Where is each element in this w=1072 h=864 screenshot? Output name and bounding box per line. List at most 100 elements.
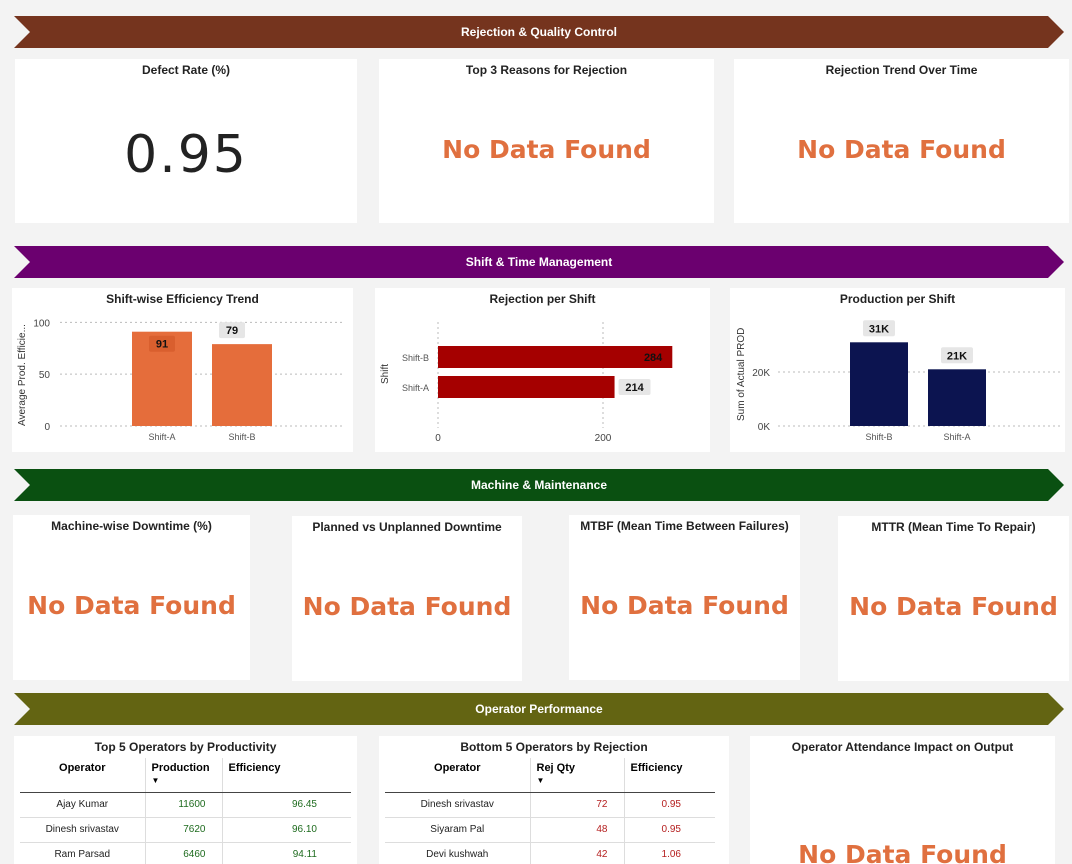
bar xyxy=(438,376,615,398)
efficiency-cell: 0.95 xyxy=(623,817,715,843)
operator-cell: Ram Parsad xyxy=(20,842,145,864)
table-row[interactable]: Dinesh srivastav 72 0.95 xyxy=(385,792,715,818)
planned-unplanned-card[interactable]: Planned vs Unplanned Downtime No Data Fo… xyxy=(292,516,522,681)
efficiency-cell: 96.10 xyxy=(221,817,351,843)
defect-rate-value: 0.95 xyxy=(124,125,248,185)
y-tick-label: 50 xyxy=(39,370,51,381)
top5-table: Operator Production ▼ Efficiency Ajay Kum… xyxy=(20,758,351,864)
no-data-message: No Data Found xyxy=(302,592,512,621)
column-header-rej-qty[interactable]: Rej Qty ▼ xyxy=(529,758,624,793)
rejection-per-shift-chart: 0 200 Shift Shift-B 284 Shift-A 214 xyxy=(380,322,673,444)
value-cell: 6460 xyxy=(144,842,222,864)
bottom5-operators-card[interactable]: Bottom 5 Operators by Rejection Operator… xyxy=(379,736,729,864)
shift-efficiency-card[interactable]: Shift-wise Efficiency Trend 0 50 100 Averag… xyxy=(12,288,353,452)
sort-desc-icon: ▼ xyxy=(536,776,545,785)
section-banner-operator: Operator Performance xyxy=(14,693,1064,725)
x-tick-label: Shift-A xyxy=(943,432,970,442)
rejection-trend-card[interactable]: Rejection Trend Over Time No Data Found xyxy=(734,59,1069,223)
card-title: Production per Shift xyxy=(839,292,956,306)
top5-operators-card[interactable]: Top 5 Operators by Productivity Operator… xyxy=(14,736,357,864)
no-data-message: No Data Found xyxy=(442,135,651,164)
efficiency-cell: 0.95 xyxy=(623,792,715,818)
attendance-impact-card[interactable]: Operator Attendance Impact on Output No … xyxy=(750,736,1055,864)
table-row[interactable]: Ram Parsad 6460 94.11 xyxy=(20,842,351,864)
card-title: Shift-wise Efficiency Trend xyxy=(106,292,259,306)
mttr-card[interactable]: MTTR (Mean Time To Repair) No Data Found xyxy=(838,516,1069,681)
mtbf-card[interactable]: MTBF (Mean Time Between Failures) No Dat… xyxy=(569,515,800,680)
y-tick-label: 20K xyxy=(752,368,770,379)
data-label-bg xyxy=(941,347,973,364)
x-tick-label: 0 xyxy=(435,433,441,444)
card-title: Defect Rate (%) xyxy=(141,63,231,77)
rejection-per-shift-card[interactable]: Rejection per Shift 0 200 Shift Shift-B 284 S… xyxy=(375,288,710,452)
data-label: 21K xyxy=(947,350,967,362)
column-header-operator[interactable]: Operator xyxy=(20,758,145,793)
header-label: Rej Qty xyxy=(536,762,576,774)
data-label: 79 xyxy=(226,325,238,337)
y-axis-label: Sum of Actual PROD xyxy=(736,328,747,421)
no-data-message: No Data Found xyxy=(849,592,1058,621)
operator-cell: Siyaram Pal xyxy=(385,817,530,843)
value-cell: 48 xyxy=(529,817,624,843)
table-row[interactable]: Devi kushwah 42 1.06 xyxy=(385,842,715,864)
table-header-row: Operator Production ▼ Efficiency xyxy=(20,758,351,793)
data-label: 91 xyxy=(156,339,168,351)
card-title: Operator Attendance Impact on Output xyxy=(791,740,1014,754)
operator-cell: Devi kushwah xyxy=(385,842,530,864)
table-row[interactable]: Dinesh srivastav 7620 96.10 xyxy=(20,817,351,843)
top3-reasons-card[interactable]: Top 3 Reasons for Rejection No Data Foun… xyxy=(379,59,714,223)
efficiency-cell: 94.11 xyxy=(221,842,351,864)
table-row[interactable]: Ajay Kumar 11600 96.45 xyxy=(20,792,351,818)
card-title: MTBF (Mean Time Between Failures) xyxy=(580,519,789,533)
column-header-operator[interactable]: Operator xyxy=(385,758,530,793)
section-title: Machine & Maintenance xyxy=(470,478,608,492)
efficiency-cell: 96.45 xyxy=(221,792,351,818)
machine-downtime-card[interactable]: Machine-wise Downtime (%) No Data Found xyxy=(13,515,250,680)
card-title: MTTR (Mean Time To Repair) xyxy=(871,520,1036,534)
no-data-message: No Data Found xyxy=(580,591,789,620)
x-tick-label: Shift-A xyxy=(148,432,175,442)
section-title: Operator Performance xyxy=(475,702,603,716)
value-cell: 7620 xyxy=(144,817,222,843)
y-tick-label: 0 xyxy=(44,422,50,433)
no-data-message: No Data Found xyxy=(798,840,1007,864)
data-label-bg xyxy=(618,379,651,395)
bar xyxy=(928,369,986,426)
y-axis-label: Average Prod. Efficie... xyxy=(17,324,28,426)
section-title: Rejection & Quality Control xyxy=(460,25,617,39)
data-label: 284 xyxy=(644,352,663,364)
value-cell: 72 xyxy=(529,792,624,818)
column-header-efficiency[interactable]: Efficiency xyxy=(623,758,715,793)
column-header-efficiency[interactable]: Efficiency xyxy=(221,758,351,793)
no-data-message: No Data Found xyxy=(27,591,236,620)
header-label: Operator xyxy=(59,762,106,774)
bar xyxy=(212,344,272,426)
operator-cell: Dinesh srivastav xyxy=(20,817,145,843)
data-label: 31K xyxy=(869,323,889,335)
section-banner-machine: Machine & Maintenance xyxy=(14,469,1064,501)
x-tick-label: 200 xyxy=(595,433,612,444)
y-tick-label: Shift-B xyxy=(402,353,429,363)
header-label: Operator xyxy=(434,762,481,774)
y-axis-label: Shift xyxy=(380,364,391,384)
section-banner-rejection: Rejection & Quality Control xyxy=(14,16,1064,48)
card-title: Rejection per Shift xyxy=(489,292,596,306)
header-label: Efficiency xyxy=(228,762,281,774)
y-tick-label: 0K xyxy=(758,422,771,433)
value-cell: 42 xyxy=(529,842,624,864)
card-title: Top 3 Reasons for Rejection xyxy=(465,63,628,77)
data-label: 214 xyxy=(625,382,644,394)
bottom5-table: Operator Rej Qty ▼ Efficiency Dinesh sriv… xyxy=(385,758,715,864)
operator-cell: Ajay Kumar xyxy=(20,792,145,818)
column-header-production[interactable]: Production ▼ xyxy=(144,758,222,793)
section-title: Shift & Time Management xyxy=(465,255,613,269)
defect-rate-card[interactable]: Defect Rate (%) 0.95 xyxy=(15,59,357,223)
data-label-bg xyxy=(219,322,245,339)
production-per-shift-card[interactable]: Production per Shift 0K 20K Sum of Actual … xyxy=(730,288,1065,452)
y-tick-label: 100 xyxy=(33,318,50,329)
table-row[interactable]: Siyaram Pal 48 0.95 xyxy=(385,817,715,843)
card-title: Machine-wise Downtime (%) xyxy=(51,519,212,533)
x-tick-label: Shift-B xyxy=(228,432,255,442)
production-per-shift-chart: 0K 20K Sum of Actual PROD Shift-B 31K Shift-A… xyxy=(736,320,1060,442)
operator-cell: Dinesh srivastav xyxy=(385,792,530,818)
